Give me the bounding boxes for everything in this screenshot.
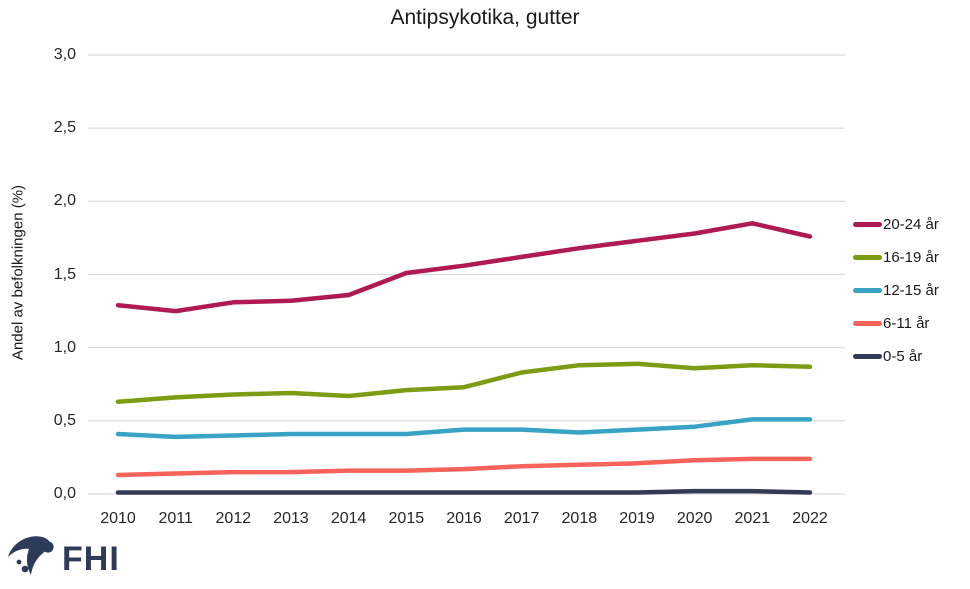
legend-label: 16-19 år [883, 249, 939, 266]
x-tick-label: 2022 [792, 510, 828, 527]
x-tick-label: 2010 [100, 510, 136, 527]
legend-swatch-icon [853, 288, 882, 293]
legend-label: 6-11 år [883, 315, 930, 332]
y-tick-label: 1,0 [53, 338, 76, 356]
x-tick-label: 2017 [503, 510, 540, 527]
legend-item: 12-15 år [853, 274, 939, 307]
legend-swatch-icon [853, 321, 882, 326]
fhi-logo-text: FHI [62, 539, 120, 578]
legend-swatch-icon [853, 222, 882, 227]
legend-label: 12-15 år [883, 282, 939, 299]
legend-item: 0-5 år [853, 340, 939, 373]
y-tick-label: 2,5 [53, 119, 76, 137]
legend-label: 20-24 år [883, 216, 939, 233]
series-line [115, 417, 813, 440]
series-line [115, 488, 813, 495]
chart-title: Antipsykotika, gutter [390, 6, 580, 29]
y-tick-label: 1,5 [53, 265, 76, 283]
x-tick-label: 2015 [388, 510, 425, 527]
x-tick-label: 2011 [158, 510, 193, 527]
fhi-logo: FHI [8, 535, 120, 583]
x-tick-label: 2018 [561, 510, 598, 527]
x-tick-label: 2012 [215, 510, 252, 527]
legend: 20-24 år 16-19 år 12-15 år 6-11 år 0-5 år [853, 208, 939, 373]
y-tick-label: 2,0 [53, 192, 76, 210]
legend-item: 6-11 år [853, 307, 939, 340]
series-line [115, 361, 813, 405]
fhi-logo-mark-icon [8, 536, 54, 575]
series-line [115, 456, 813, 478]
x-tick-label: 2019 [619, 510, 655, 527]
legend-item: 20-24 år [853, 208, 939, 241]
series-line [115, 221, 813, 314]
y-tick-label: 3,0 [53, 46, 76, 63]
x-tick-label: 2014 [330, 510, 367, 527]
x-tick-label: 2020 [676, 510, 713, 527]
y-tick-label: 0,0 [53, 485, 76, 502]
x-tick-label: 2016 [446, 510, 482, 527]
x-tick-label: 2021 [734, 510, 771, 527]
legend-swatch-icon [853, 255, 882, 260]
legend-item: 16-19 år [853, 241, 939, 274]
y-tick-label: 0,5 [53, 411, 76, 429]
legend-swatch-icon [853, 354, 882, 359]
legend-label: 0-5 år [883, 348, 923, 365]
x-tick-label: 2013 [273, 510, 309, 527]
